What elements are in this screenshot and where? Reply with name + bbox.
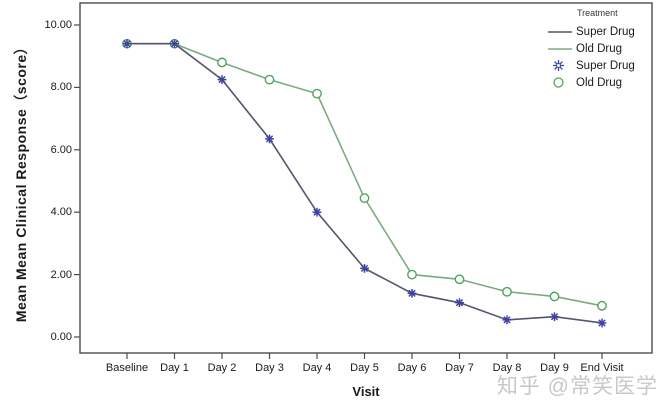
data-point-super-drug [597,318,607,328]
data-point-old-drug [217,57,227,68]
x-tick-label: Day 9 [540,362,569,374]
data-point-super-drug [407,288,417,298]
data-point-old-drug [312,88,322,99]
legend-entry-label: Old Drug [576,76,623,89]
legend-entry-label: Super Drug [576,25,635,38]
y-tick-label: 6.00 [50,143,72,156]
plot-frame [79,2,653,354]
data-point-old-drug [549,291,560,302]
data-point-super-drug [122,39,132,49]
legend-entry-super-drug-line: Super Drug [543,23,659,40]
circle-marker-icon [543,76,573,89]
x-tick-label: Day 1 [160,362,189,374]
data-point-super-drug [550,312,559,322]
x-tick-label: End Visit [580,362,624,374]
series-super-drug-line [127,42,603,324]
x-tick-label: Day 5 [350,362,379,374]
x-tick-label: Day 4 [302,362,332,374]
legend-entry-old-drug-line: Old Drug [543,40,659,57]
legend: Treatment Super Drug Old Drug [543,8,659,91]
data-point-super-drug [217,75,227,84]
y-tick-label: 4.00 [50,206,72,219]
line-sample-icon [543,46,573,52]
y-tick-label: 2.00 [50,268,72,281]
x-tick-label: Day 2 [207,362,237,374]
watermark: 知乎 @常笑医学 [496,375,658,398]
data-point-super-drug [312,207,322,217]
data-point-super-drug [455,298,464,308]
legend-entry-super-drug-marker: Super Drug [543,57,659,74]
legend-entry-old-drug-marker: Old Drug [543,74,659,91]
star-marker-icon [543,59,573,72]
legend-entry-label: Old Drug [576,42,623,55]
x-axis-title: Visit [352,384,380,399]
data-point-old-drug [597,300,607,311]
data-point-old-drug [502,286,512,297]
legend-entry-label: Super Drug [576,59,635,72]
data-point-old-drug [454,274,465,285]
line-sample-icon [543,29,573,35]
data-point-super-drug [170,39,179,49]
y-tick-label: 10.00 [44,19,72,31]
x-tick-label: Baseline [105,362,149,374]
data-point-super-drug [502,315,512,325]
data-point-super-drug [360,263,369,273]
data-point-old-drug [407,269,417,280]
data-point-old-drug [264,74,275,85]
x-tick-label: Day 6 [397,362,427,374]
y-tick-label: 0.00 [50,331,72,343]
x-tick-label: Day 8 [492,362,522,374]
data-point-super-drug [265,134,274,144]
x-tick-label: Day 7 [445,362,474,374]
data-point-old-drug [359,193,370,204]
x-tick-label: Day 3 [255,362,284,374]
y-tick-label: 8.00 [50,81,72,94]
legend-title: Treatment [577,8,618,18]
